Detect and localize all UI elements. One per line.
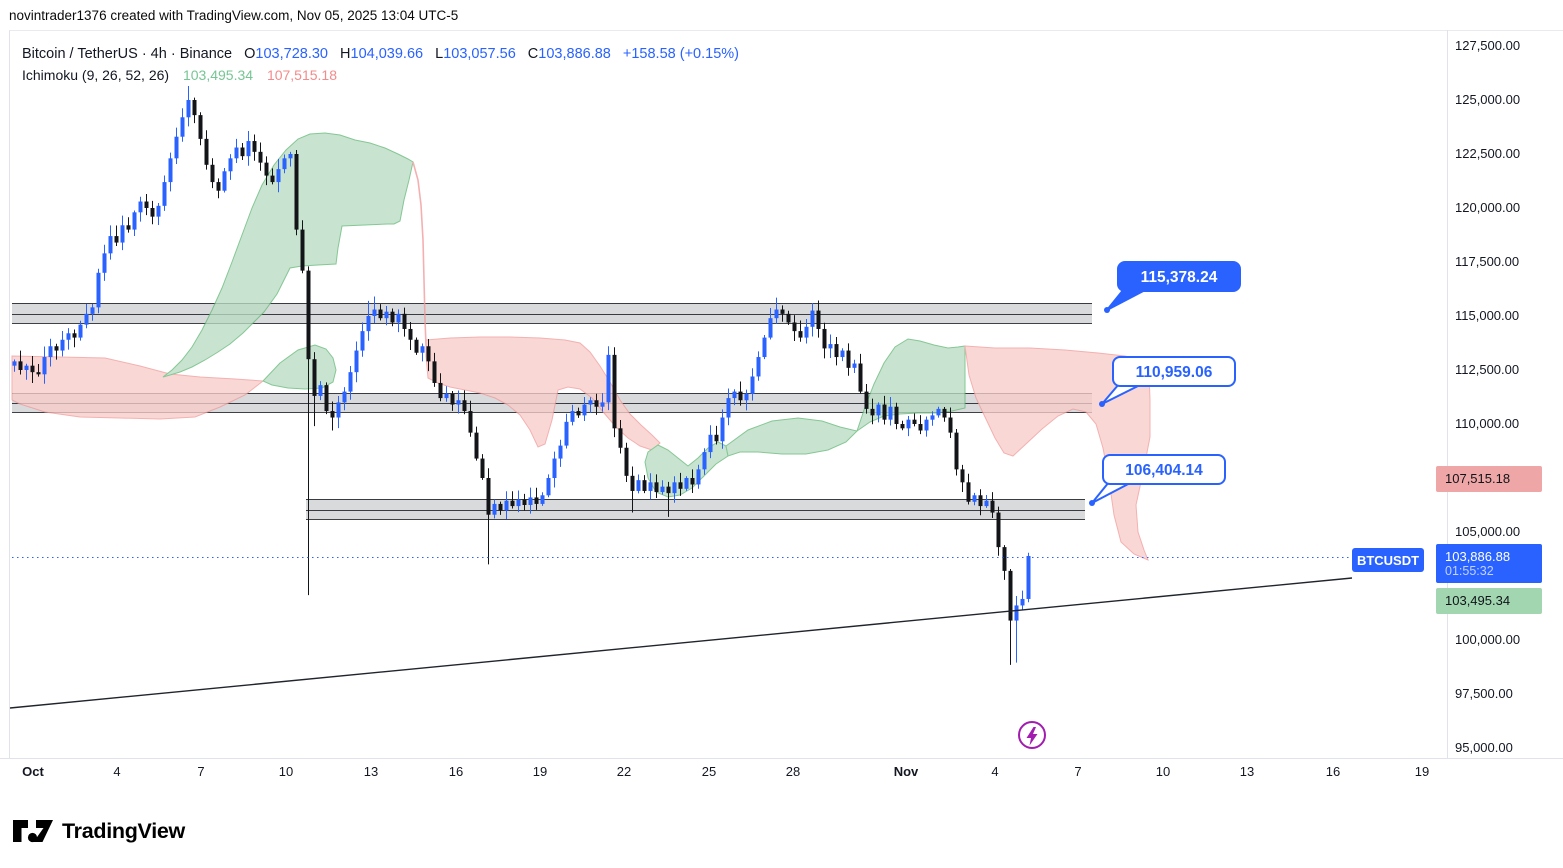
ichimoku-red-price-label: 107,515.18 <box>1436 466 1542 492</box>
callout-price-text: 110,959.06 <box>1136 364 1213 381</box>
low-label: L <box>435 46 444 62</box>
price-tick-label: 117,500.00 <box>1455 254 1520 269</box>
credit-bar: novintrader1376 created with TradingView… <box>9 8 459 23</box>
price-tick-label: 100,000.00 <box>1455 632 1521 647</box>
time-tick-label: 16 <box>1325 764 1341 779</box>
price-tick-label: 127,500.00 <box>1455 38 1521 53</box>
close-label: C <box>527 46 539 62</box>
lightning-icon[interactable] <box>1018 721 1046 749</box>
price-tick-label: 120,000.00 <box>1455 200 1521 215</box>
tradingview-logo-text: TradingView <box>62 818 185 843</box>
price-tick-label: 95,000.00 <box>1455 740 1513 755</box>
open-label: O <box>244 46 256 62</box>
tradingview-logo[interactable]: TradingView <box>12 816 185 846</box>
current-price-value: 103,886.88 <box>1445 549 1511 564</box>
price-tick-label: 125,000.00 <box>1455 92 1521 107</box>
cloud-green-area <box>262 344 337 390</box>
price-tick-label: 97,500.00 <box>1455 686 1513 701</box>
time-tick-label: Nov <box>893 764 919 779</box>
cloud-green-area <box>725 417 858 457</box>
price-tick-label: 122,500.00 <box>1455 146 1521 161</box>
price-callout[interactable]: 115,378.24 <box>1104 261 1241 313</box>
cloud-green-area <box>162 132 414 378</box>
price-tick-label: 112,500.00 <box>1455 362 1520 377</box>
candles-layer <box>12 85 1031 665</box>
senkou-span-line <box>412 161 429 357</box>
cloud-red-area <box>11 355 265 420</box>
price-tick-label: 105,000.00 <box>1455 524 1521 539</box>
open-value: 103,728.30 <box>255 46 328 62</box>
time-tick-label: 10 <box>1155 764 1171 779</box>
indicator-red-value: 107,515.18 <box>266 67 338 83</box>
price-tick-label: 115,000.00 <box>1455 308 1520 323</box>
low-value: 103,057.56 <box>443 46 516 62</box>
symbol-title[interactable]: Bitcoin / TetherUS · 4h · Binance <box>22 46 233 62</box>
time-tick-label: 4 <box>113 764 121 779</box>
legend-symbol-row: Bitcoin / TetherUS · 4h · Binance O103,7… <box>22 44 739 65</box>
time-tick-label: 25 <box>701 764 717 779</box>
ichimoku-green-price-label: 103,495.34 <box>1436 588 1542 614</box>
time-tick-label: 16 <box>448 764 464 779</box>
trendline[interactable] <box>9 577 1353 709</box>
time-tick-label: 10 <box>278 764 294 779</box>
time-tick-label: 13 <box>1239 764 1255 779</box>
ichimoku-cloud <box>11 132 1151 561</box>
cloud-green-area <box>856 338 966 433</box>
time-tick-label: 4 <box>991 764 999 779</box>
chart-frame <box>0 30 1563 759</box>
price-callout[interactable]: 106,404.14 <box>1089 454 1226 506</box>
time-tick-label: Oct <box>22 764 44 779</box>
symbol-tag[interactable]: BTCUSDT <box>1352 548 1424 572</box>
callout-price-text: 106,404.14 <box>1125 462 1203 479</box>
tradingview-logo-mark <box>13 820 53 843</box>
current-price-label: 103,886.88 01:55:32 <box>1436 544 1542 583</box>
high-value: 104,039.66 <box>350 46 424 62</box>
indicator-title[interactable]: Ichimoku (9, 26, 52, 26) <box>22 67 170 83</box>
time-tick-label: 19 <box>532 764 548 779</box>
time-tick-label: 7 <box>1074 764 1082 779</box>
supply-demand-zone[interactable] <box>12 303 1092 324</box>
change-value: +158.58 (+0.15%) <box>622 46 739 62</box>
legend-indicator-row: Ichimoku (9, 26, 52, 26) 103,495.34 107,… <box>22 65 739 86</box>
time-tick-label: 28 <box>785 764 801 779</box>
bar-countdown: 01:55:32 <box>1445 564 1494 578</box>
time-tick-label: 13 <box>363 764 379 779</box>
time-tick-label: 19 <box>1414 764 1430 779</box>
indicator-green-value: 103,495.34 <box>182 67 254 83</box>
callout-price-text: 115,378.24 <box>1141 269 1218 286</box>
price-callout[interactable]: 110,959.06 <box>1099 356 1236 407</box>
price-tick-label: 110,000.00 <box>1455 416 1520 431</box>
cloud-red-area <box>425 336 661 451</box>
high-label: H <box>340 46 351 62</box>
close-value: 103,886.88 <box>538 46 611 62</box>
time-tick-label: 7 <box>197 764 205 779</box>
chart-legend: Bitcoin / TetherUS · 4h · Binance O103,7… <box>22 44 739 86</box>
time-tick-label: 22 <box>616 764 632 779</box>
